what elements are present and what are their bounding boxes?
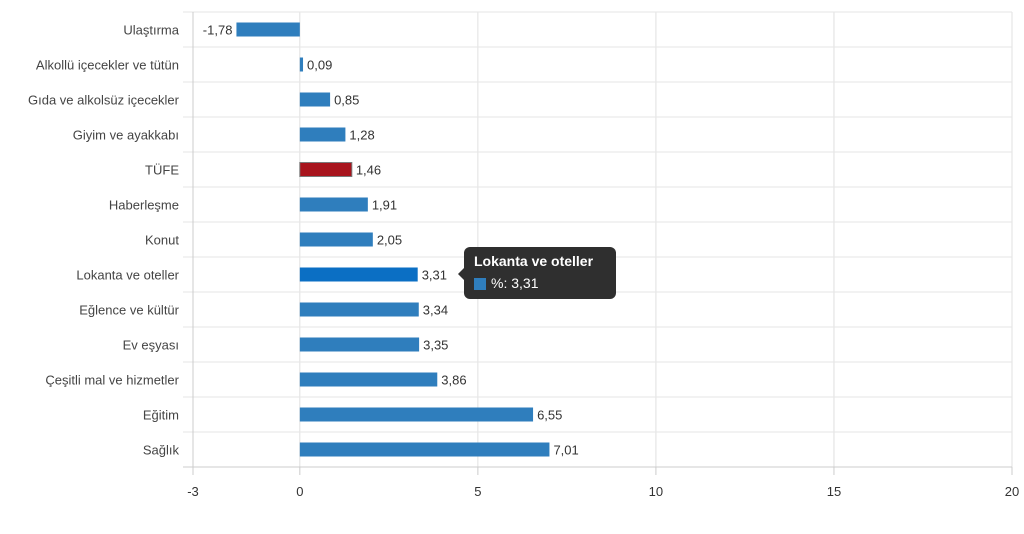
category-label: Gıda ve alkolsüz içecekler [28,93,180,108]
bar [299,442,550,457]
category-label: TÜFE [145,163,179,178]
category-label: Çeşitli mal ve hizmetler [45,373,179,388]
category-label: Giyim ve ayakkabı [73,128,179,143]
bar [299,127,346,142]
bar [299,162,353,177]
x-tick-label: 10 [649,484,663,499]
bar [299,197,368,212]
category-label: Konut [145,233,179,248]
data-label: 3,31 [422,268,447,283]
tooltip-title: Lokanta ve oteller [474,253,594,269]
bar [299,302,419,317]
data-label: 7,01 [553,443,578,458]
data-label: 1,91 [372,198,397,213]
category-label: Haberleşme [109,198,179,213]
data-label: 6,55 [537,408,562,423]
x-tick-label: 5 [474,484,481,499]
category-label: Sağlık [143,443,180,458]
bar [299,407,534,422]
data-label: 1,46 [356,163,381,178]
x-tick-label: 0 [296,484,303,499]
tooltip-value: %: 3,31 [491,275,539,291]
category-label: Alkollü içecekler ve tütün [36,58,179,73]
data-label: 0,85 [334,93,359,108]
bar [236,22,300,37]
bar [299,232,373,247]
series-swatch-icon [474,277,486,290]
bar [299,267,418,282]
data-label: 3,86 [441,373,466,388]
bar [299,337,420,352]
bar [299,372,438,387]
data-label: 1,28 [349,128,374,143]
data-label: -1,78 [203,23,233,38]
category-label: Eğlence ve kültür [79,303,179,318]
data-label: 0,09 [307,58,332,73]
data-label: 2,05 [377,233,402,248]
category-label: Ulaştırma [123,23,179,38]
category-label: Lokanta ve oteller [76,268,179,283]
x-tick-label: -3 [187,484,199,499]
x-tick-label: 20 [1005,484,1019,499]
bar [299,92,331,107]
data-label: 3,35 [423,338,448,353]
data-label: 3,34 [423,303,448,318]
x-tick-label: 15 [827,484,841,499]
tooltip: Lokanta ve oteller %: 3,31 [458,247,616,299]
category-label: Ev eşyası [123,338,179,353]
category-label: Eğitim [143,408,179,423]
bar [299,57,304,72]
